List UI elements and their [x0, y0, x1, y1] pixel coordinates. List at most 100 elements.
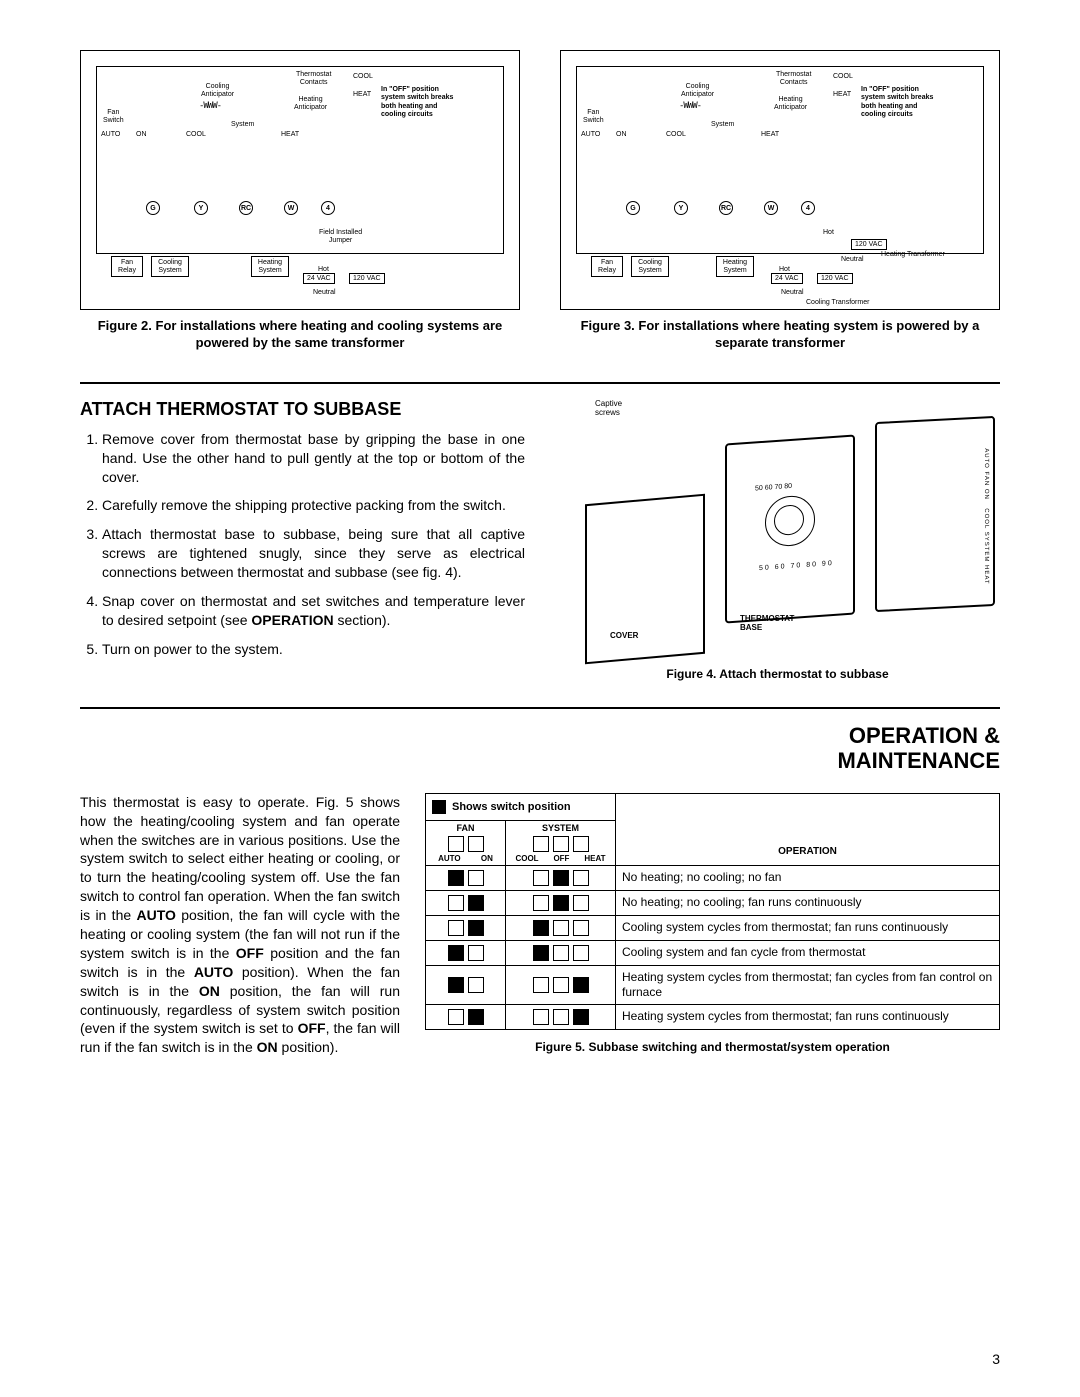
fan-switch-cell	[426, 890, 506, 915]
operation-description: Heating system cycles from thermostat; f…	[616, 1004, 1000, 1029]
figure-2-caption: Figure 2. For installations where heatin…	[80, 318, 520, 352]
attach-step-1: Remove cover from thermostat base by gri…	[102, 430, 525, 487]
sys-col-heat: HEAT	[584, 854, 605, 863]
heat-contact-label-3: HEAT	[833, 91, 851, 99]
heat-mode-label: HEAT	[281, 131, 299, 139]
figure-3-caption: Figure 3. For installations where heatin…	[560, 318, 1000, 352]
attach-step-5: Turn on power to the system.	[102, 640, 525, 659]
auto-label-3: AUTO	[581, 131, 600, 139]
switch-square	[448, 945, 464, 961]
on-label: ON	[136, 131, 147, 139]
wiring-diagram-fig3: FanSwitch AUTO ON COOL CoolingAnticipato…	[560, 50, 1000, 310]
op-bold-on2: ON	[257, 1039, 278, 1055]
heating-anticipator-label-3: HeatingAnticipator	[774, 96, 807, 111]
switch-square	[553, 870, 569, 886]
switch-square	[448, 895, 464, 911]
fan-switch-label: FanSwitch	[103, 109, 124, 124]
vac24-box: 24 VAC	[303, 273, 335, 284]
heat-contact-label: HEAT	[353, 91, 371, 99]
resistor-icon-3: -WWW-	[679, 101, 701, 111]
table-row: Heating system cycles from thermostat; f…	[426, 1004, 1000, 1029]
op-text-1: This thermostat is easy to operate. Fig.…	[80, 794, 400, 923]
figure-4-caption: Figure 4. Attach thermostat to subbase	[555, 667, 1000, 683]
captive-screws-label: Captivescrews	[595, 399, 622, 417]
cooling-transformer-label: Cooling Transformer	[806, 299, 869, 307]
figure-2-column: FanSwitch AUTO ON COOL CoolingAnticipato…	[80, 50, 520, 352]
switch-square	[468, 945, 484, 961]
attach-step-list: Remove cover from thermostat base by gri…	[80, 430, 525, 659]
terminal-rc-3: RC	[719, 201, 733, 215]
terminal-w-3: W	[764, 201, 778, 215]
switch-square	[573, 977, 589, 993]
terminal-rc: RC	[239, 201, 253, 215]
filled-square-icon	[432, 800, 446, 814]
switch-square	[448, 977, 464, 993]
fan-col-auto: AUTO	[438, 854, 461, 863]
switch-square	[553, 1009, 569, 1025]
system-switch-cell	[506, 915, 616, 940]
vac120-box: 120 VAC	[349, 273, 385, 284]
switch-square	[553, 920, 569, 936]
system-label: System	[231, 121, 254, 129]
switch-square	[553, 977, 569, 993]
table-row: No heating; no cooling; fan runs continu…	[426, 890, 1000, 915]
thermostat-base-label: THERMOSTATBASE	[740, 614, 794, 632]
fan-switch-cell	[426, 915, 506, 940]
switch-square	[448, 870, 464, 886]
attach-step-2: Carefully remove the shipping protective…	[102, 496, 525, 515]
heating-system-box: HeatingSystem	[251, 256, 289, 277]
on-label-3: ON	[616, 131, 627, 139]
operation-heading: OPERATION &MAINTENANCE	[80, 724, 1000, 772]
attach-step-4: Snap cover on thermostat and set switche…	[102, 592, 525, 630]
cover-label: COVER	[610, 631, 638, 640]
switch-square	[468, 920, 484, 936]
terminal-g-3: G	[626, 201, 640, 215]
heat-mode-label-3: HEAT	[761, 131, 779, 139]
subbase-illustration: AUTO FAN ON COOL SYSTEM HEAT	[875, 416, 995, 612]
switch-square	[533, 870, 549, 886]
figure-3-column: FanSwitch AUTO ON COOL CoolingAnticipato…	[560, 50, 1000, 352]
switch-square	[448, 1009, 464, 1025]
auto-label: AUTO	[101, 131, 120, 139]
hot-label-3a: Hot	[823, 229, 834, 237]
system-header: SYSTEM	[508, 823, 613, 833]
switch-square	[533, 1009, 549, 1025]
thermostat-contacts-label-3: ThermostatContacts	[776, 71, 811, 86]
attach-step-3: Attach thermostat base to subbase, being…	[102, 525, 525, 582]
switch-square	[533, 920, 549, 936]
system-switch-cell	[506, 865, 616, 890]
op-bold-auto: AUTO	[136, 907, 175, 923]
vac24-box-3: 24 VAC	[771, 273, 803, 284]
terminal-4: 4	[321, 201, 335, 215]
switch-square	[573, 895, 589, 911]
fan-relay-box-3: FanRelay	[591, 256, 623, 277]
switch-square	[533, 895, 549, 911]
switch-square	[533, 945, 549, 961]
terminal-4-3: 4	[801, 201, 815, 215]
fan-header: FAN	[428, 823, 503, 833]
switch-square	[553, 895, 569, 911]
terminal-w: W	[284, 201, 298, 215]
vac120-box-3a: 120 VAC	[851, 239, 887, 250]
operation-paragraph: This thermostat is easy to operate. Fig.…	[80, 793, 400, 1057]
cool-label-3: COOL	[666, 131, 686, 139]
fan-col-on: ON	[481, 854, 493, 863]
switch-square	[468, 870, 484, 886]
table-row: Cooling system cycles from thermostat; f…	[426, 915, 1000, 940]
fan-switch-cell	[426, 965, 506, 1004]
switch-square	[533, 977, 549, 993]
system-switch-cell	[506, 1004, 616, 1029]
switch-square	[573, 945, 589, 961]
cooling-anticipator-label: CoolingAnticipator	[201, 83, 234, 98]
operation-description: Heating system cycles from thermostat; f…	[616, 965, 1000, 1004]
dial-icon	[765, 494, 815, 547]
neutral-label-3a: Neutral	[841, 256, 864, 264]
fan-relay-box: FanRelay	[111, 256, 143, 277]
operation-description: No heating; no cooling; fan runs continu…	[616, 890, 1000, 915]
scale-label: 50 60 70 80 90	[759, 560, 834, 572]
terminal-y: Y	[194, 201, 208, 215]
op-bold-on: ON	[199, 983, 220, 999]
figure-4-column: Captivescrews AUTO FAN ON COOL SYSTEM HE…	[555, 399, 1000, 683]
operation-section: This thermostat is easy to operate. Fig.…	[80, 793, 1000, 1057]
terminal-g: G	[146, 201, 160, 215]
